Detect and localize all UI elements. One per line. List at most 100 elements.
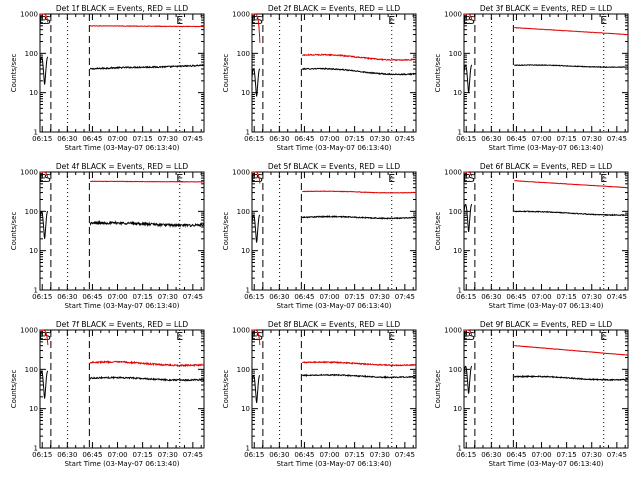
lld-series-line xyxy=(464,329,628,356)
plot-frame xyxy=(251,329,417,449)
x-tick-label: 07:15 xyxy=(133,293,153,301)
x-tick-label: 07:45 xyxy=(395,293,415,301)
x-tick-label: 06:45 xyxy=(294,293,314,301)
x-tick-label: 07:45 xyxy=(183,135,203,143)
y-tick-label: 1000 xyxy=(232,169,250,177)
lld-series-line xyxy=(464,13,628,36)
x-tick-label: 07:15 xyxy=(557,293,577,301)
x-tick-label: 06:45 xyxy=(82,293,102,301)
plot-frame xyxy=(39,171,205,291)
x-tick-label: 07:15 xyxy=(133,135,153,143)
y-tick-label: 10 xyxy=(241,247,250,255)
x-axis-label: Start Time (03-May-07 06:13:40) xyxy=(488,144,603,152)
x-tick-label: 07:30 xyxy=(582,293,602,301)
y-axis-label: Counts/sec xyxy=(222,370,230,409)
event-marker: E xyxy=(388,172,395,185)
x-axis-label: Start Time (03-May-07 06:13:40) xyxy=(488,460,603,468)
plot-frame xyxy=(39,329,205,449)
lld-series-line xyxy=(464,171,629,189)
event-marker: E xyxy=(388,330,395,343)
event-marker: E xyxy=(600,330,607,343)
events-series-line xyxy=(251,214,417,243)
x-tick-label: 06:15 xyxy=(244,293,264,301)
events-series-line xyxy=(463,365,629,394)
x-tick-label: 07:15 xyxy=(133,451,153,459)
panel-title: Det 9f BLACK = Events, RED = LLD xyxy=(480,320,613,329)
x-tick-label: 07:30 xyxy=(370,135,390,143)
x-tick-label: 07:30 xyxy=(158,451,178,459)
x-axis-label: Start Time (03-May-07 06:13:40) xyxy=(276,144,391,152)
panel-title: Det 4f BLACK = Events, RED = LLD xyxy=(56,162,189,171)
lld-series-line xyxy=(40,13,205,28)
x-tick-label: 07:00 xyxy=(531,135,551,143)
event-marker: E xyxy=(463,14,470,27)
x-tick-label: 06:30 xyxy=(57,293,77,301)
x-axis-label: Start Time (03-May-07 06:13:40) xyxy=(276,302,391,310)
y-axis-label: Counts/sec xyxy=(434,212,442,251)
event-marker: E xyxy=(39,14,46,27)
y-axis-label: Counts/sec xyxy=(434,370,442,409)
y-axis-label: Counts/sec xyxy=(222,54,230,93)
events-series-line xyxy=(251,67,417,97)
x-tick-label: 06:15 xyxy=(244,451,264,459)
y-tick-label: 1000 xyxy=(20,169,38,177)
y-tick-label: 10 xyxy=(29,89,38,97)
y-tick-label: 100 xyxy=(449,208,462,216)
y-tick-label: 1000 xyxy=(20,327,38,335)
detector-panel-3: Det 3f BLACK = Events, RED = LLD 1 10 100 10… xyxy=(434,4,629,152)
y-tick-label: 100 xyxy=(25,50,38,58)
x-tick-label: 06:45 xyxy=(294,135,314,143)
event-marker: S xyxy=(256,330,263,343)
y-tick-label: 10 xyxy=(29,405,38,413)
event-marker: E xyxy=(176,330,183,343)
x-tick-label: 07:45 xyxy=(607,293,627,301)
detector-panel-9: Det 9f BLACK = Events, RED = LLD 1 10 100 10… xyxy=(434,320,629,468)
y-tick-label: 100 xyxy=(25,208,38,216)
plot-frame xyxy=(463,329,629,449)
x-tick-label: 07:15 xyxy=(557,135,577,143)
x-tick-label: 07:15 xyxy=(557,451,577,459)
event-marker: E xyxy=(176,172,183,185)
x-axis-label: Start Time (03-May-07 06:13:40) xyxy=(276,460,391,468)
events-series-line xyxy=(39,370,205,399)
y-tick-label: 100 xyxy=(237,366,250,374)
x-tick-label: 07:00 xyxy=(107,135,127,143)
y-tick-label: 1000 xyxy=(232,327,250,335)
x-tick-label: 07:30 xyxy=(370,293,390,301)
x-tick-label: 06:15 xyxy=(32,293,52,301)
event-marker: E xyxy=(463,172,470,185)
panel-title: Det 1f BLACK = Events, RED = LLD xyxy=(56,4,189,13)
event-marker: E xyxy=(39,330,46,343)
x-tick-label: 06:30 xyxy=(269,135,289,143)
x-tick-label: 06:45 xyxy=(506,293,526,301)
detector-panel-4: Det 4f BLACK = Events, RED = LLD 1 10 100 10… xyxy=(10,162,205,310)
x-tick-label: 07:00 xyxy=(319,135,339,143)
x-tick-label: 07:15 xyxy=(345,451,365,459)
panel-title: Det 2f BLACK = Events, RED = LLD xyxy=(268,4,401,13)
y-tick-label: 1 xyxy=(458,445,462,453)
y-tick-label: 100 xyxy=(237,208,250,216)
x-tick-label: 06:15 xyxy=(456,135,476,143)
x-tick-label: 06:15 xyxy=(456,451,476,459)
events-series-line xyxy=(463,203,629,232)
x-tick-label: 07:45 xyxy=(395,451,415,459)
y-tick-label: 10 xyxy=(29,247,38,255)
x-tick-label: 07:30 xyxy=(370,451,390,459)
detector-panel-8: Det 8f BLACK = Events, RED = LLD 1 10 100 10… xyxy=(222,320,417,468)
y-tick-label: 1000 xyxy=(232,11,250,19)
lld-series-line xyxy=(252,171,417,194)
x-axis-label: Start Time (03-May-07 06:13:40) xyxy=(488,302,603,310)
events-series-line xyxy=(463,64,629,93)
x-axis-label: Start Time (03-May-07 06:13:40) xyxy=(64,460,179,468)
event-marker: E xyxy=(176,14,183,27)
x-tick-label: 07:30 xyxy=(582,451,602,459)
x-tick-label: 06:30 xyxy=(481,135,501,143)
y-tick-label: 100 xyxy=(449,50,462,58)
lld-series-line xyxy=(252,13,417,62)
events-series-line xyxy=(251,373,417,403)
y-axis-label: Counts/sec xyxy=(434,54,442,93)
y-tick-label: 1 xyxy=(34,129,38,137)
x-tick-label: 06:15 xyxy=(32,451,52,459)
detector-panel-6: Det 6f BLACK = Events, RED = LLD 1 10 100 10… xyxy=(434,162,629,310)
